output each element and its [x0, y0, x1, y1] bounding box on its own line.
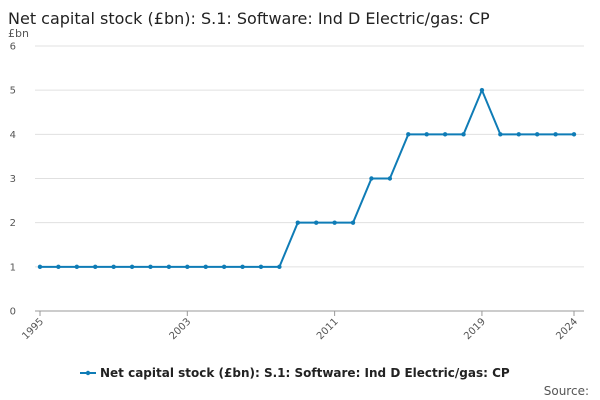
- y-axis-unit: £bn: [8, 27, 29, 40]
- data-point[interactable]: [442, 132, 448, 137]
- data-point[interactable]: [387, 176, 393, 181]
- data-point[interactable]: [479, 87, 485, 93]
- legend[interactable]: Net capital stock (£bn): S.1: Software: …: [80, 366, 510, 380]
- x-axis: 1995 2003 2011 2019 2024: [20, 311, 580, 342]
- data-point[interactable]: [424, 132, 429, 137]
- data-point[interactable]: [37, 264, 43, 270]
- data-point[interactable]: [166, 264, 172, 270]
- data-point[interactable]: [111, 264, 116, 270]
- data-point[interactable]: [350, 220, 356, 225]
- legend-label: Net capital stock (£bn): S.1: Software: …: [100, 366, 510, 380]
- data-point[interactable]: [534, 132, 540, 137]
- x-tick-label: 1995: [20, 316, 46, 342]
- data-point[interactable]: [406, 132, 411, 137]
- data-point[interactable]: [148, 264, 153, 270]
- data-point[interactable]: [185, 264, 190, 270]
- series-group: [37, 87, 577, 270]
- x-tick-label: 2003: [168, 316, 194, 342]
- data-point[interactable]: [221, 264, 227, 270]
- source-label: Source:: [544, 384, 589, 398]
- chart-title: Net capital stock (£bn): S.1: Software: …: [8, 9, 490, 28]
- data-point[interactable]: [295, 220, 300, 225]
- y-tick-label: 3: [10, 174, 16, 185]
- y-tick-label: 4: [10, 130, 16, 141]
- data-point[interactable]: [516, 132, 521, 137]
- data-point[interactable]: [129, 264, 135, 270]
- data-point[interactable]: [314, 220, 319, 225]
- data-point[interactable]: [498, 132, 503, 137]
- data-point[interactable]: [461, 132, 466, 137]
- y-tick-label: 6: [10, 42, 16, 53]
- y-tick-label: 1: [10, 262, 16, 273]
- data-point[interactable]: [203, 264, 208, 270]
- y-tick-label: 5: [10, 86, 16, 97]
- data-point[interactable]: [277, 264, 282, 270]
- data-point[interactable]: [553, 132, 558, 137]
- data-point[interactable]: [369, 176, 374, 181]
- gridlines: [35, 45, 584, 312]
- y-axis-ticks: 0 1 2 3 4 5 6: [10, 42, 16, 318]
- y-tick-label: 2: [10, 218, 16, 229]
- x-tick-label: 2011: [315, 316, 341, 342]
- series-line: [40, 87, 574, 268]
- data-point[interactable]: [240, 264, 245, 270]
- data-point[interactable]: [56, 264, 61, 270]
- data-point[interactable]: [74, 264, 80, 270]
- data-point[interactable]: [332, 220, 337, 225]
- y-tick-label: 0: [10, 307, 16, 318]
- data-point[interactable]: [93, 264, 98, 270]
- legend-swatch-marker: [85, 370, 91, 376]
- x-tick-label: 2024: [554, 316, 580, 342]
- data-point[interactable]: [571, 132, 577, 137]
- data-point[interactable]: [258, 264, 264, 270]
- x-tick-label: 2019: [462, 316, 488, 342]
